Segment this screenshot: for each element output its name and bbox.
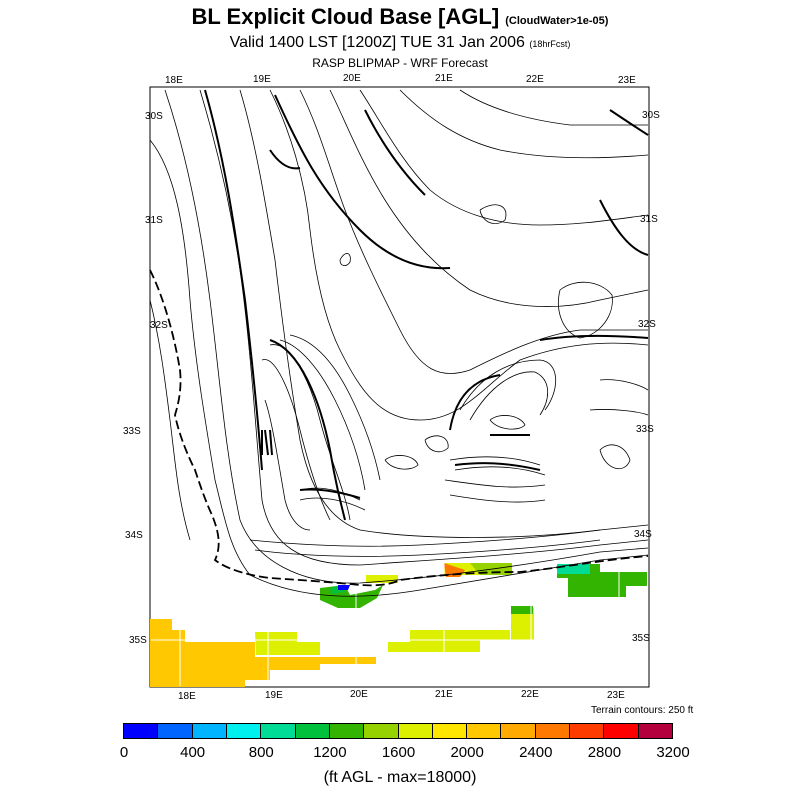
colorbar-swatch bbox=[466, 723, 502, 739]
lon-label-bottom-20e: 20E bbox=[350, 689, 368, 700]
lat-label-left-31s: 31S bbox=[145, 215, 163, 226]
map-frame bbox=[149, 86, 650, 688]
lat-label-right-30s: 30S bbox=[642, 110, 660, 121]
lat-label-right-33s: 33S bbox=[636, 424, 654, 435]
lon-label-bottom-23e: 23E bbox=[607, 690, 625, 701]
lon-label-top-21e: 21E bbox=[435, 73, 453, 84]
lon-label-top-22e: 22E bbox=[526, 74, 544, 85]
colorbar-tick-label: 2000 bbox=[450, 744, 484, 761]
colorbar-swatch bbox=[603, 723, 639, 739]
colorbar-swatch bbox=[363, 723, 399, 739]
lat-label-left-35s: 35S bbox=[129, 635, 147, 646]
colorbar-tick-label: 800 bbox=[248, 744, 274, 761]
lon-label-bottom-22e: 22E bbox=[521, 689, 539, 700]
lon-label-top-23e: 23E bbox=[618, 75, 636, 86]
colorbar-swatch bbox=[260, 723, 296, 739]
lat-label-right-34s: 34S bbox=[634, 529, 652, 540]
lon-label-bottom-21e: 21E bbox=[435, 689, 453, 700]
colorbar-swatch bbox=[123, 723, 159, 739]
lat-label-right-32s: 32S bbox=[638, 319, 656, 330]
lat-label-left-34s: 34S bbox=[125, 530, 143, 541]
colorbar-swatch bbox=[191, 723, 227, 739]
lon-label-bottom-18e: 18E bbox=[178, 691, 196, 702]
colorbar-tick-label: 0 bbox=[119, 744, 129, 761]
colorbar-swatch bbox=[397, 723, 433, 739]
lat-label-left-33s: 33S bbox=[123, 426, 141, 437]
lat-label-right-35s: 35S bbox=[632, 633, 650, 644]
colorbar-swatch bbox=[569, 723, 605, 739]
terrain-contours-major bbox=[204, 89, 649, 521]
colorbar-tick-label: 2400 bbox=[519, 744, 553, 761]
chart-title: BL Explicit Cloud Base [AGL] (CloudWater… bbox=[191, 4, 609, 29]
lon-label-top-18e: 18E bbox=[165, 75, 183, 86]
colorbar-tick-label: 3200 bbox=[656, 744, 690, 761]
colorbar-swatch bbox=[500, 723, 536, 739]
lon-label-top-20e: 20E bbox=[343, 73, 361, 84]
colorbar-units: (ft AGL - max=18000) bbox=[323, 769, 477, 786]
colorbar-swatch bbox=[225, 723, 262, 739]
valid-time: Valid 1400 LST [1200Z] TUE 31 Jan 2006 (… bbox=[229, 34, 571, 51]
coastline bbox=[149, 269, 649, 587]
lat-label-left-30s: 30S bbox=[145, 111, 163, 122]
forecast-hour: (18hrFcst) bbox=[529, 39, 571, 49]
colorbar-swatch bbox=[637, 723, 673, 739]
lat-label-right-31s: 31S bbox=[640, 214, 658, 225]
colorbar-swatch bbox=[328, 723, 365, 739]
cloudbase-fill bbox=[150, 563, 647, 687]
lon-label-bottom-19e: 19E bbox=[265, 690, 283, 701]
colorbar-swatch bbox=[157, 723, 193, 739]
colorbar-tick-label: 1600 bbox=[381, 744, 416, 761]
colorbar-tick-label: 1200 bbox=[313, 744, 347, 761]
colorbar-tick-label: 400 bbox=[180, 744, 206, 761]
colorbar-swatch bbox=[534, 723, 571, 739]
colorbar-swatch bbox=[431, 723, 468, 739]
terrain-contours bbox=[149, 89, 649, 597]
chart-title-note: (CloudWater>1e-05) bbox=[505, 15, 609, 27]
colorbar-swatch bbox=[294, 723, 330, 739]
source-label: RASP BLIPMAP - WRF Forecast bbox=[312, 56, 488, 70]
colorbar-tick-label: 2800 bbox=[587, 744, 622, 761]
terrain-contour-note: Terrain contours: 250 ft bbox=[591, 705, 694, 716]
lon-label-top-19e: 19E bbox=[253, 74, 271, 85]
colorbar bbox=[123, 723, 673, 739]
lat-label-left-32s: 32S bbox=[150, 320, 168, 331]
